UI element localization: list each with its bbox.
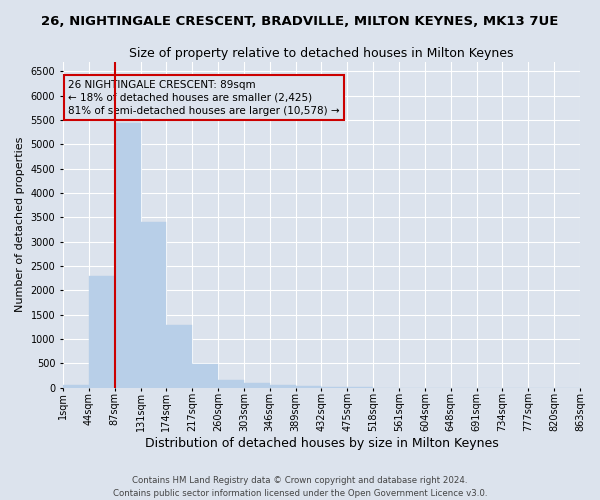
Title: Size of property relative to detached houses in Milton Keynes: Size of property relative to detached ho… bbox=[129, 48, 514, 60]
Text: Contains HM Land Registry data © Crown copyright and database right 2024.
Contai: Contains HM Land Registry data © Crown c… bbox=[113, 476, 487, 498]
Text: 26, NIGHTINGALE CRESCENT, BRADVILLE, MILTON KEYNES, MK13 7UE: 26, NIGHTINGALE CRESCENT, BRADVILLE, MIL… bbox=[41, 15, 559, 28]
Bar bbox=[140, 222, 166, 388]
Bar bbox=[89, 276, 115, 388]
Bar bbox=[218, 380, 244, 388]
Bar bbox=[322, 387, 347, 388]
Text: 26 NIGHTINGALE CRESCENT: 89sqm
← 18% of detached houses are smaller (2,425)
81% : 26 NIGHTINGALE CRESCENT: 89sqm ← 18% of … bbox=[68, 80, 340, 116]
Bar bbox=[115, 122, 140, 388]
Y-axis label: Number of detached properties: Number of detached properties bbox=[15, 137, 25, 312]
Bar bbox=[270, 385, 296, 388]
Bar bbox=[166, 324, 192, 388]
X-axis label: Distribution of detached houses by size in Milton Keynes: Distribution of detached houses by size … bbox=[145, 437, 499, 450]
Bar bbox=[296, 386, 322, 388]
Bar bbox=[244, 384, 270, 388]
Bar bbox=[63, 385, 89, 388]
Bar bbox=[192, 364, 218, 388]
